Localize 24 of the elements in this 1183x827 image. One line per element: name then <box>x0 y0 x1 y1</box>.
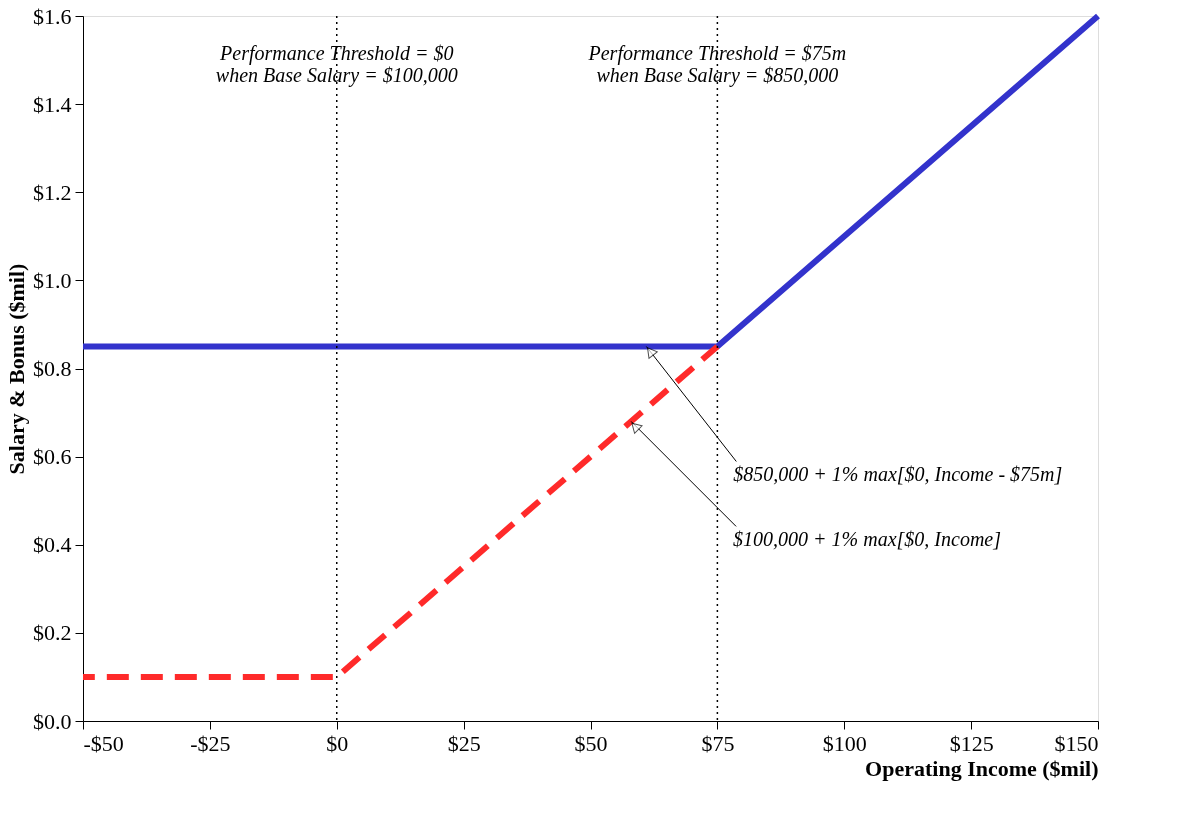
annotation: $100,000 + 1% max[$0, Income] <box>733 528 1002 551</box>
x-tick-label: -$50 <box>83 730 124 756</box>
x-tick-label: $50 <box>574 730 608 756</box>
y-tick-label: $1.4 <box>33 91 72 117</box>
ref-line-label: Performance Threshold = $75m when Base Salary = $850,000 <box>587 42 847 87</box>
x-tick-label: -$25 <box>190 730 231 756</box>
x-tick-label: $25 <box>447 730 481 756</box>
y-tick-label: $1.6 <box>33 3 72 29</box>
y-tick-label: $0.0 <box>33 708 72 734</box>
x-tick-label: $75 <box>701 730 735 756</box>
y-axis-title: Salary & Bonus ($mil) <box>4 263 29 475</box>
y-tick-label: $1.2 <box>33 179 72 205</box>
x-tick-label: $0 <box>326 730 349 756</box>
x-axis-title: Operating Income ($mil) <box>865 755 1099 781</box>
annotation: $850,000 + 1% max[$0, Income - $75m] <box>733 463 1063 486</box>
y-tick-label: $0.6 <box>33 444 72 470</box>
ref-line-label: Performance Threshold = $0 when Base Salary = $100,000 <box>215 42 458 87</box>
y-tick-label: $0.2 <box>33 620 72 646</box>
y-tick-label: $0.4 <box>33 532 72 558</box>
x-tick-label: $150 <box>1054 730 1099 756</box>
x-tick-label: $125 <box>949 730 994 756</box>
y-tick-label: $0.8 <box>33 356 72 381</box>
x-tick-label: $100 <box>822 730 867 756</box>
y-tick-label: $1.0 <box>33 267 72 293</box>
